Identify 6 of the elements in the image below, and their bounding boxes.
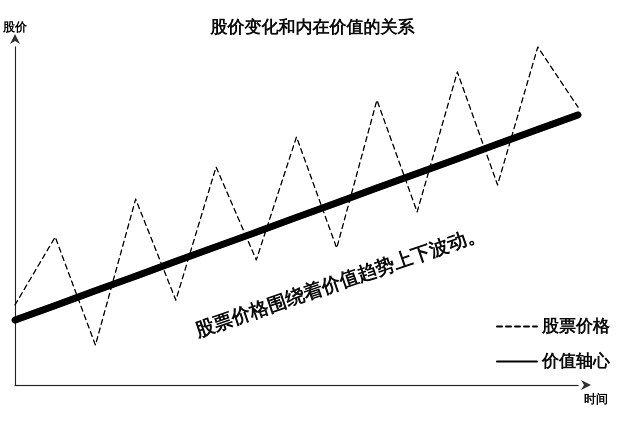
y-axis-title: 股价 <box>2 20 28 34</box>
legend-label: 股票价格 <box>541 316 611 336</box>
legend-label: 价值轴心 <box>541 352 611 372</box>
annotation: 股票价格围绕着价值趋势上下波动。 <box>192 222 488 342</box>
x-axis-title: 时间 <box>584 392 608 406</box>
chart-title: 股价变化和内在价值的关系 <box>210 18 416 38</box>
